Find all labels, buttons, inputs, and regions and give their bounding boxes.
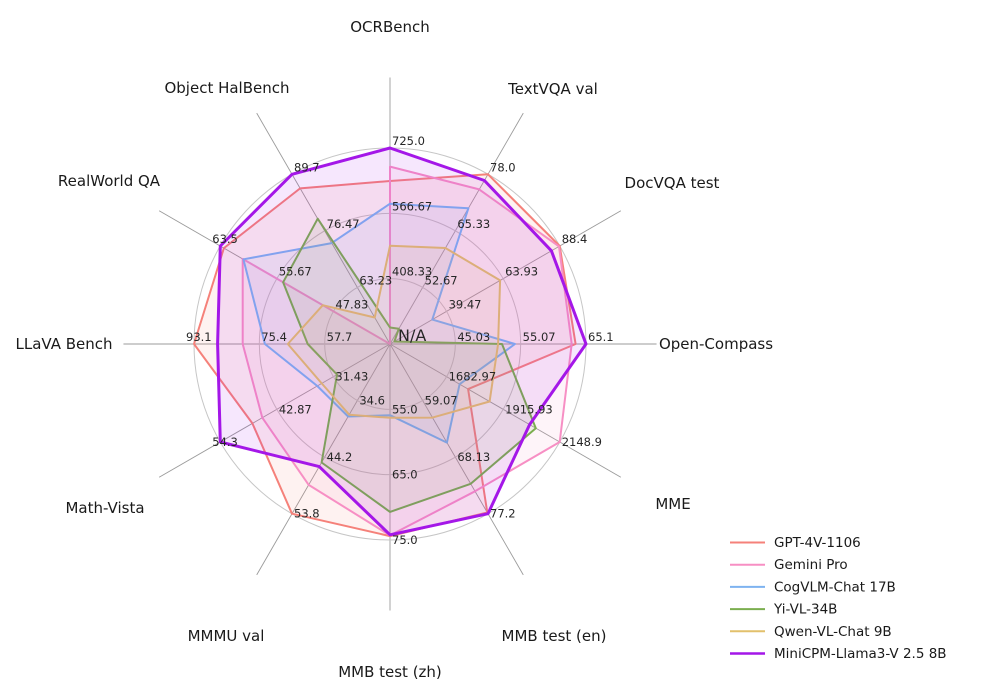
radar-spoke xyxy=(389,210,622,345)
axis-tick-label: 78.0 xyxy=(490,160,516,174)
axis-tick-label: 63.5 xyxy=(212,232,238,246)
axis-tick-label: 57.7 xyxy=(327,330,353,344)
axis-title-realworld-qa: RealWorld QA xyxy=(58,172,161,190)
axis-tick-label: 42.87 xyxy=(279,402,312,416)
axis-tick-label: 55.67 xyxy=(279,265,312,279)
axis-tick-label: 1915.93 xyxy=(505,402,553,416)
axis-tick-label: 54.3 xyxy=(212,435,238,449)
axis-tick-label: 59.07 xyxy=(425,394,458,408)
axis-tick-label: 44.2 xyxy=(327,450,353,464)
axis-tick-label: 566.67 xyxy=(392,199,432,213)
axis-tick-label: 52.67 xyxy=(425,273,458,287)
axis-tick-label: 45.03 xyxy=(457,330,490,344)
legend-label: CogVLM-Chat 17B xyxy=(774,579,896,595)
axis-tick-label: 77.2 xyxy=(490,507,516,521)
axis-tick-label: 89.7 xyxy=(294,160,320,174)
axis-title-mme: MME xyxy=(655,495,690,513)
axis-title-mmmu-val: MMMU val xyxy=(188,627,265,645)
axis-tick-label: 65.33 xyxy=(457,217,490,231)
axis-tick-label: 31.43 xyxy=(335,370,368,384)
radar-spoke xyxy=(158,343,391,478)
axis-tick-label: 2148.9 xyxy=(562,435,602,449)
legend-label: GPT-4V-1106 xyxy=(774,535,861,551)
radar-spoke xyxy=(389,112,524,345)
axis-tick-label: 47.83 xyxy=(335,297,368,311)
axis-tick-label: 68.13 xyxy=(457,450,490,464)
axis-tick-label: 55.0 xyxy=(392,402,418,416)
axis-tick-label: 63.23 xyxy=(359,273,392,287)
axis-tick-label: 53.8 xyxy=(294,507,320,521)
axis-title-docvqa-test: DocVQA test xyxy=(625,174,720,192)
axis-title-llava-bench: LLaVA Bench xyxy=(15,335,112,353)
center-na-label: N/A xyxy=(398,326,426,345)
series-polygon-qwen-vl-chat-9b xyxy=(286,244,502,419)
legend-label: Qwen-VL-Chat 9B xyxy=(774,624,892,640)
legend-label: Yi-VL-34B xyxy=(773,602,837,618)
axis-tick-label: 408.33 xyxy=(392,265,432,279)
axis-tick-label: 63.93 xyxy=(505,265,538,279)
legend-label: Gemini Pro xyxy=(774,557,848,573)
axis-tick-label: 65.0 xyxy=(392,468,418,482)
axis-title-object-halbench: Object HalBench xyxy=(164,79,289,97)
axis-tick-label: 65.1 xyxy=(588,330,614,344)
axis-tick-label: 75.4 xyxy=(261,330,287,344)
axis-title-ocrbench: OCRBench xyxy=(350,18,429,36)
axis-title-textvqa-val: TextVQA val xyxy=(507,80,598,98)
legend-label: MiniCPM-Llama3-V 2.5 8B xyxy=(774,646,947,662)
axis-title-mmb-test-en-: MMB test (en) xyxy=(502,627,607,645)
axis-tick-label: 725.0 xyxy=(392,134,425,148)
axis-tick-label: 34.6 xyxy=(359,394,385,408)
radar-spoke xyxy=(389,343,524,576)
series-polygon-minicpm-llama3-v-2-5-8b xyxy=(216,146,588,537)
axis-tick-label: 93.1 xyxy=(186,330,212,344)
radar-spoke xyxy=(389,343,622,478)
radar-spoke xyxy=(256,343,391,576)
axis-tick-label: 1682.97 xyxy=(449,370,497,384)
axis-title-math-vista: Math-Vista xyxy=(65,499,144,517)
axis-title-mmb-test-zh-: MMB test (zh) xyxy=(338,663,442,681)
axis-tick-label: 88.4 xyxy=(562,232,588,246)
series-polygon-cogvlm-chat-17b xyxy=(242,202,516,444)
series-polygon-yi-vl-34b xyxy=(282,217,537,513)
axis-tick-label: 75.0 xyxy=(392,533,418,547)
axis-title-open-compass: Open-Compass xyxy=(659,335,773,353)
axis-tick-label: 39.47 xyxy=(449,297,482,311)
axis-tick-label: 55.07 xyxy=(523,330,556,344)
axis-tick-label: 76.47 xyxy=(327,217,360,231)
